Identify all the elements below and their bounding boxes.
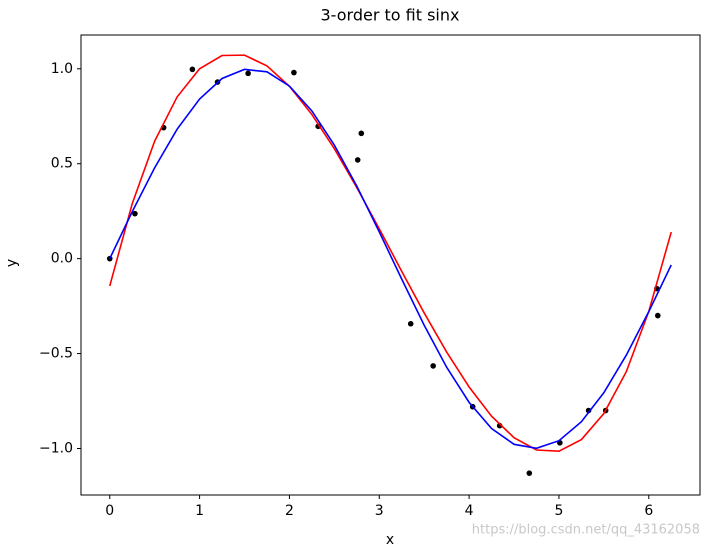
y-tick-label: −1.0	[39, 440, 73, 456]
y-tick-label: 0.0	[51, 251, 73, 267]
data-point	[430, 363, 436, 369]
data-point	[132, 210, 138, 217]
data-point	[654, 312, 661, 319]
data-point	[245, 70, 251, 77]
data-point	[526, 470, 533, 476]
line-series	[108, 54, 673, 452]
data-point	[407, 320, 414, 327]
axes-frame	[80, 34, 701, 496]
data-point	[291, 69, 297, 76]
y-tick-label: −0.5	[39, 346, 73, 362]
y-axis-label: y	[4, 259, 20, 267]
x-tick-label: 5	[554, 503, 563, 519]
y-tick-label: 0.5	[51, 156, 73, 172]
x-tick-label: 3	[375, 503, 384, 519]
data-point	[358, 130, 365, 137]
data-point	[189, 66, 196, 73]
data-point	[106, 255, 113, 262]
chart-title: 3-order to fit sinx	[321, 6, 460, 25]
y-tick-label: 1.0	[51, 61, 73, 77]
watermark: https://blog.csdn.net/qq_43162058	[472, 523, 700, 538]
x-tick-label: 1	[195, 503, 204, 519]
plot-area	[81, 35, 700, 495]
x-axis-label: x	[386, 532, 394, 548]
data-point	[354, 157, 361, 163]
x-tick-label: 4	[465, 503, 474, 519]
x-tick-label: 0	[105, 503, 114, 519]
line-series	[109, 68, 672, 450]
x-tick-label: 2	[285, 503, 294, 519]
x-tick-label: 6	[644, 503, 653, 519]
